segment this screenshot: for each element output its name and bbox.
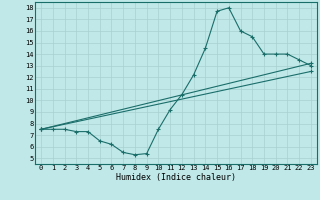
X-axis label: Humidex (Indice chaleur): Humidex (Indice chaleur): [116, 173, 236, 182]
